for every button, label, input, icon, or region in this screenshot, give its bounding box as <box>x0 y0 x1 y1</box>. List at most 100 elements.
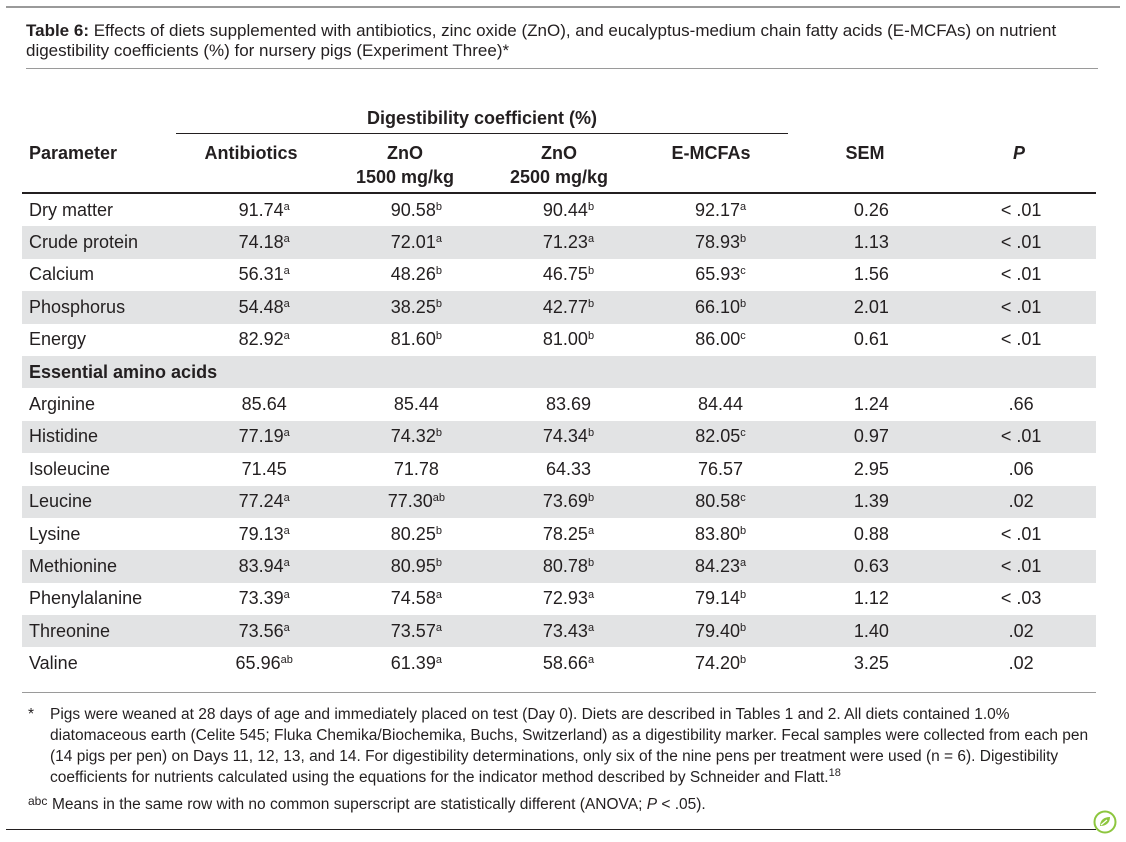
value-superscript: b <box>739 297 747 310</box>
table-row: Crude protein 74.18a 72.01a 71.23a 78.93b 1.1… <box>22 226 1096 259</box>
value-number: 78.25 <box>542 523 588 544</box>
value-superscript: b <box>739 621 747 634</box>
value-cell: 77.30ab <box>340 485 493 518</box>
p-value-cell: < .01 <box>1000 523 1042 544</box>
p-value-cell: .02 <box>946 615 1096 648</box>
table-row: Threonine 73.56a 73.57a 73.43a 79.40b 1.40.02 <box>22 615 1096 648</box>
value-number: 64.33 <box>545 458 591 479</box>
value-cell: 71.45 <box>188 453 340 485</box>
value-superscript: a <box>435 621 442 634</box>
value-superscript: ab <box>280 654 293 667</box>
parameter-cell: Crude protein <box>22 226 189 259</box>
col-header-emcfas: E-MCFAs <box>671 143 751 163</box>
value-superscript: c <box>740 427 746 440</box>
parameter-cell: Threonine <box>22 615 189 648</box>
group-header-rule <box>176 133 788 134</box>
value-number: 81.00 <box>542 329 588 350</box>
value-number: 84.44 <box>698 394 744 415</box>
parameter-cell: Calcium <box>29 264 95 285</box>
value-cell: 74.20b <box>645 647 797 679</box>
value-cell: 82.05c <box>644 420 797 454</box>
value-cell: 65.93c <box>645 259 797 291</box>
value-number: 77.19 <box>238 426 284 447</box>
value-superscript: a <box>283 265 290 278</box>
top-rule <box>6 6 1120 8</box>
value-superscript: a <box>587 589 595 602</box>
value-number: 77.24 <box>238 491 284 512</box>
p-value-cell: < .03 <box>1000 588 1042 609</box>
value-cell: 81.00b <box>492 324 644 356</box>
p-value-cell: < .01 <box>1000 329 1042 350</box>
value-number: 73.56 <box>238 620 284 641</box>
value-cell: 78.93b <box>644 226 797 259</box>
value-superscript: b <box>587 200 595 213</box>
value-cell: 76.57 <box>645 453 797 485</box>
col-header-parameter: Parameter <box>29 143 118 163</box>
value-number: 72.93 <box>542 588 588 609</box>
p-value-cell: < .01 <box>1000 199 1042 220</box>
value-number: 48.26 <box>390 264 436 285</box>
value-cell: 92.17a <box>645 194 797 226</box>
sem-cell: 1.56 <box>853 264 889 285</box>
footnote-star-text: Pigs were weaned at 28 days of age and i… <box>50 706 1089 786</box>
value-superscript: a <box>283 492 290 505</box>
table-row: Lysine 79.13a 80.25b 78.25a 83.80b 0.88 < .01 <box>22 518 1096 550</box>
value-number: 71.45 <box>241 458 287 479</box>
parameter-cell: Histidine <box>22 420 189 454</box>
value-cell: 64.33 <box>492 453 644 485</box>
value-cell: 42.77b <box>492 291 645 324</box>
value-number: 42.77 <box>542 296 588 317</box>
value-number: 74.34 <box>542 426 588 447</box>
value-superscript: a <box>435 233 442 246</box>
value-cell: 56.31a <box>188 259 340 291</box>
value-number: 79.40 <box>694 620 740 641</box>
value-cell: 81.60b <box>340 324 492 356</box>
value-cell: 71.23a <box>492 226 645 259</box>
value-superscript: c <box>740 330 746 343</box>
group-header: Digestibility coefficient (%) <box>366 108 598 128</box>
value-superscript: b <box>435 524 442 537</box>
value-superscript: a <box>587 654 595 667</box>
col-header-zno-2500-line1: ZnO <box>541 143 577 163</box>
p-value-cell: < .01 <box>946 550 1096 583</box>
value-superscript: a <box>283 297 290 310</box>
value-number: 80.95 <box>390 555 436 576</box>
value-number: 72.01 <box>390 232 436 253</box>
value-number: 65.93 <box>695 264 741 285</box>
sem-cell: 2.95 <box>853 458 889 479</box>
parameter-cell: Energy <box>29 329 87 350</box>
value-superscript: a <box>587 621 595 634</box>
value-cell: 80.58c <box>644 485 797 518</box>
table-row: Leucine 77.24a 77.30ab 73.69b 80.58c 1.39.02 <box>22 485 1096 518</box>
value-cell: 73.57a <box>340 615 493 648</box>
parameter-cell: Methionine <box>22 550 189 583</box>
parameter-cell: Phosphorus <box>22 291 189 324</box>
value-number: 85.44 <box>393 394 439 415</box>
table-row: Methionine 83.94a 80.95b 80.78b 84.23a 0.63 < … <box>22 550 1096 583</box>
value-cell: 78.25a <box>492 518 644 550</box>
sem-cell: 0.26 <box>853 199 889 220</box>
value-number: 90.58 <box>390 199 436 220</box>
value-number: 54.48 <box>238 296 284 317</box>
value-superscript: a <box>587 524 595 537</box>
value-superscript: c <box>740 492 746 505</box>
value-cell: 80.25b <box>340 518 492 550</box>
value-superscript: b <box>739 654 747 667</box>
value-superscript: b <box>739 589 747 602</box>
sem-cell: 0.61 <box>853 329 889 350</box>
value-cell: 91.74a <box>188 194 340 226</box>
col-header-zno-1500-line2: 1500 mg/kg <box>355 167 455 187</box>
table-row: Valine 65.96ab 61.39a 58.66a 74.20b 3.25.02 <box>22 647 1096 679</box>
p-value-cell: .02 <box>946 485 1096 518</box>
value-number: 83.94 <box>238 555 284 576</box>
value-number: 83.69 <box>545 394 591 415</box>
value-cell: 74.18a <box>188 226 341 259</box>
digestibility-table: Dry matter 91.74a 90.58b 90.44b 92.17a 0.26 < … <box>22 194 1096 680</box>
footer-rule <box>6 829 1096 830</box>
value-superscript: a <box>587 233 595 246</box>
value-number: 80.25 <box>390 523 436 544</box>
value-cell: 73.69b <box>492 485 645 518</box>
value-cell: 72.01a <box>340 226 493 259</box>
value-superscript: a <box>435 589 442 602</box>
value-superscript: b <box>435 330 442 343</box>
